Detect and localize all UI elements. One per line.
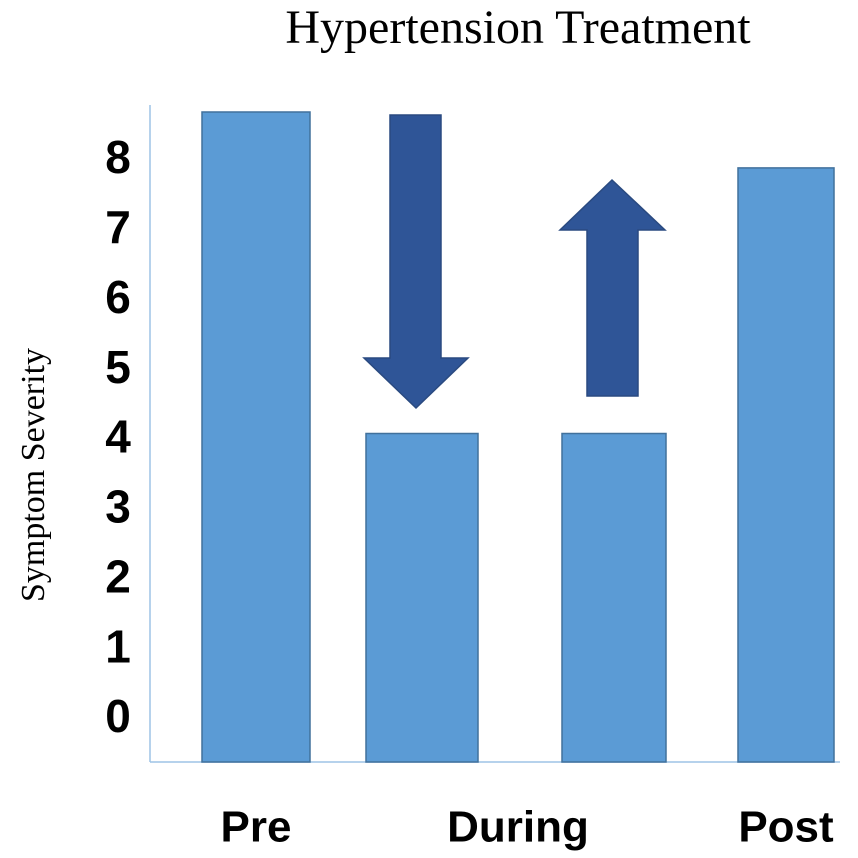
y-tick-label: 0: [105, 690, 131, 742]
x-tick-label: During: [447, 803, 589, 852]
x-tick-label: Post: [738, 803, 834, 852]
up-arrow: [558, 178, 667, 397]
chart-title: Hypertension Treatment: [285, 1, 751, 54]
bar: [365, 432, 479, 763]
y-axis-label: Symptom Severity: [15, 348, 52, 602]
y-tick-label: 7: [105, 201, 131, 253]
y-tick-label: 4: [105, 411, 131, 463]
y-tick-label: 3: [105, 481, 131, 533]
bar: [201, 111, 311, 763]
y-tick-label: 1: [105, 620, 131, 672]
y-tick-label: 6: [105, 271, 131, 323]
bar: [561, 432, 667, 763]
x-tick-label: Pre: [221, 803, 292, 852]
y-tick-label: 2: [105, 550, 131, 602]
y-tick-label: 8: [105, 131, 131, 183]
down-arrow: [362, 114, 470, 410]
y-tick-label: 5: [105, 341, 131, 393]
bar: [737, 167, 835, 763]
